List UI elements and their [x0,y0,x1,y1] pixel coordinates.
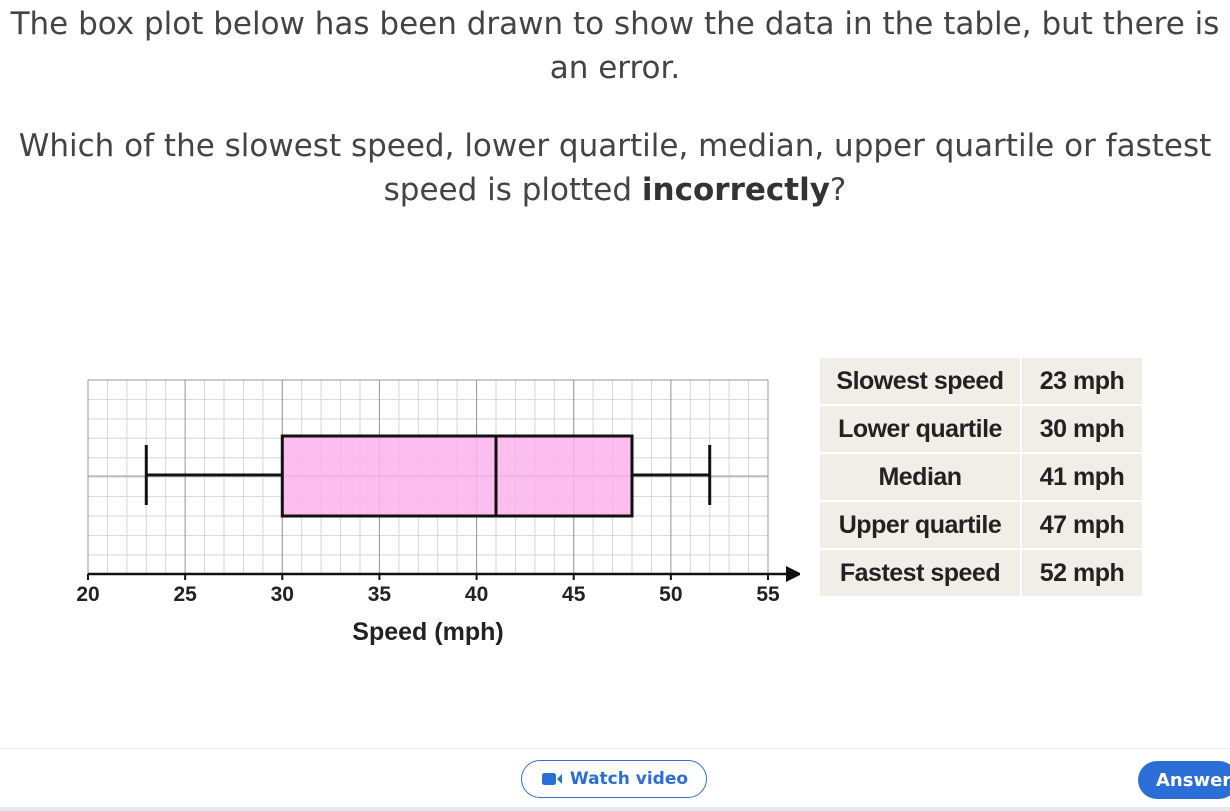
row-value: 47 mph [1022,502,1142,548]
table-row: Upper quartile 47 mph [820,502,1142,548]
x-tick-label: 50 [659,583,682,606]
box-plot [144,434,712,518]
video-camera-icon [540,772,564,786]
row-value: 52 mph [1022,550,1142,596]
answer-button[interactable]: Answer [1138,761,1230,799]
watch-video-label: Watch video [569,769,689,789]
x-tick-label: 30 [271,583,294,606]
row-label: Upper quartile [820,502,1020,548]
x-tick-label: 45 [562,583,586,606]
table-row: Fastest speed 52 mph [820,550,1142,596]
table-row: Lower quartile 30 mph [820,406,1142,452]
x-axis-arrow [786,566,800,582]
question-emphasis: incorrectly [641,172,830,208]
row-value: 41 mph [1022,454,1142,500]
row-value: 30 mph [1022,406,1142,452]
bottom-bar [0,807,1230,811]
x-tick-label: 35 [368,583,392,606]
quartile-box [280,434,634,518]
x-tick-label: 20 [76,583,99,606]
box-plot-chart: 20 25 30 35 40 45 50 55 Speed (mph) [76,379,800,646]
row-label: Fastest speed [820,550,1020,596]
row-label: Lower quartile [820,406,1020,452]
row-value: 23 mph [1022,358,1142,404]
x-tick-label: 55 [756,583,780,606]
tick-labels: 20 25 30 35 40 45 50 55 [76,583,780,606]
footer-divider [0,748,1230,749]
question-prompt: Which of the slowest speed, lower quarti… [0,124,1230,212]
watch-video-button[interactable]: Watch video [521,760,707,798]
x-axis [87,566,800,582]
question-line-2: Which of the slowest speed, lower quarti… [18,128,1212,208]
table-row: Median 41 mph [820,454,1142,500]
row-label: Slowest speed [820,358,1020,404]
x-axis-label: Speed (mph) [352,618,503,646]
row-label: Median [820,454,1020,500]
data-table: Slowest speed 23 mph Lower quartile 30 mph M… [818,356,1144,598]
table-row: Slowest speed 23 mph [820,358,1142,404]
question-text: The box plot below has been drawn to sho… [0,2,1230,90]
question-end: ? [829,172,847,208]
question-line-1: The box plot below has been drawn to sho… [10,6,1220,86]
x-tick-label: 25 [173,583,197,606]
answer-label: Answer [1156,769,1230,791]
x-tick-label: 40 [465,583,488,606]
